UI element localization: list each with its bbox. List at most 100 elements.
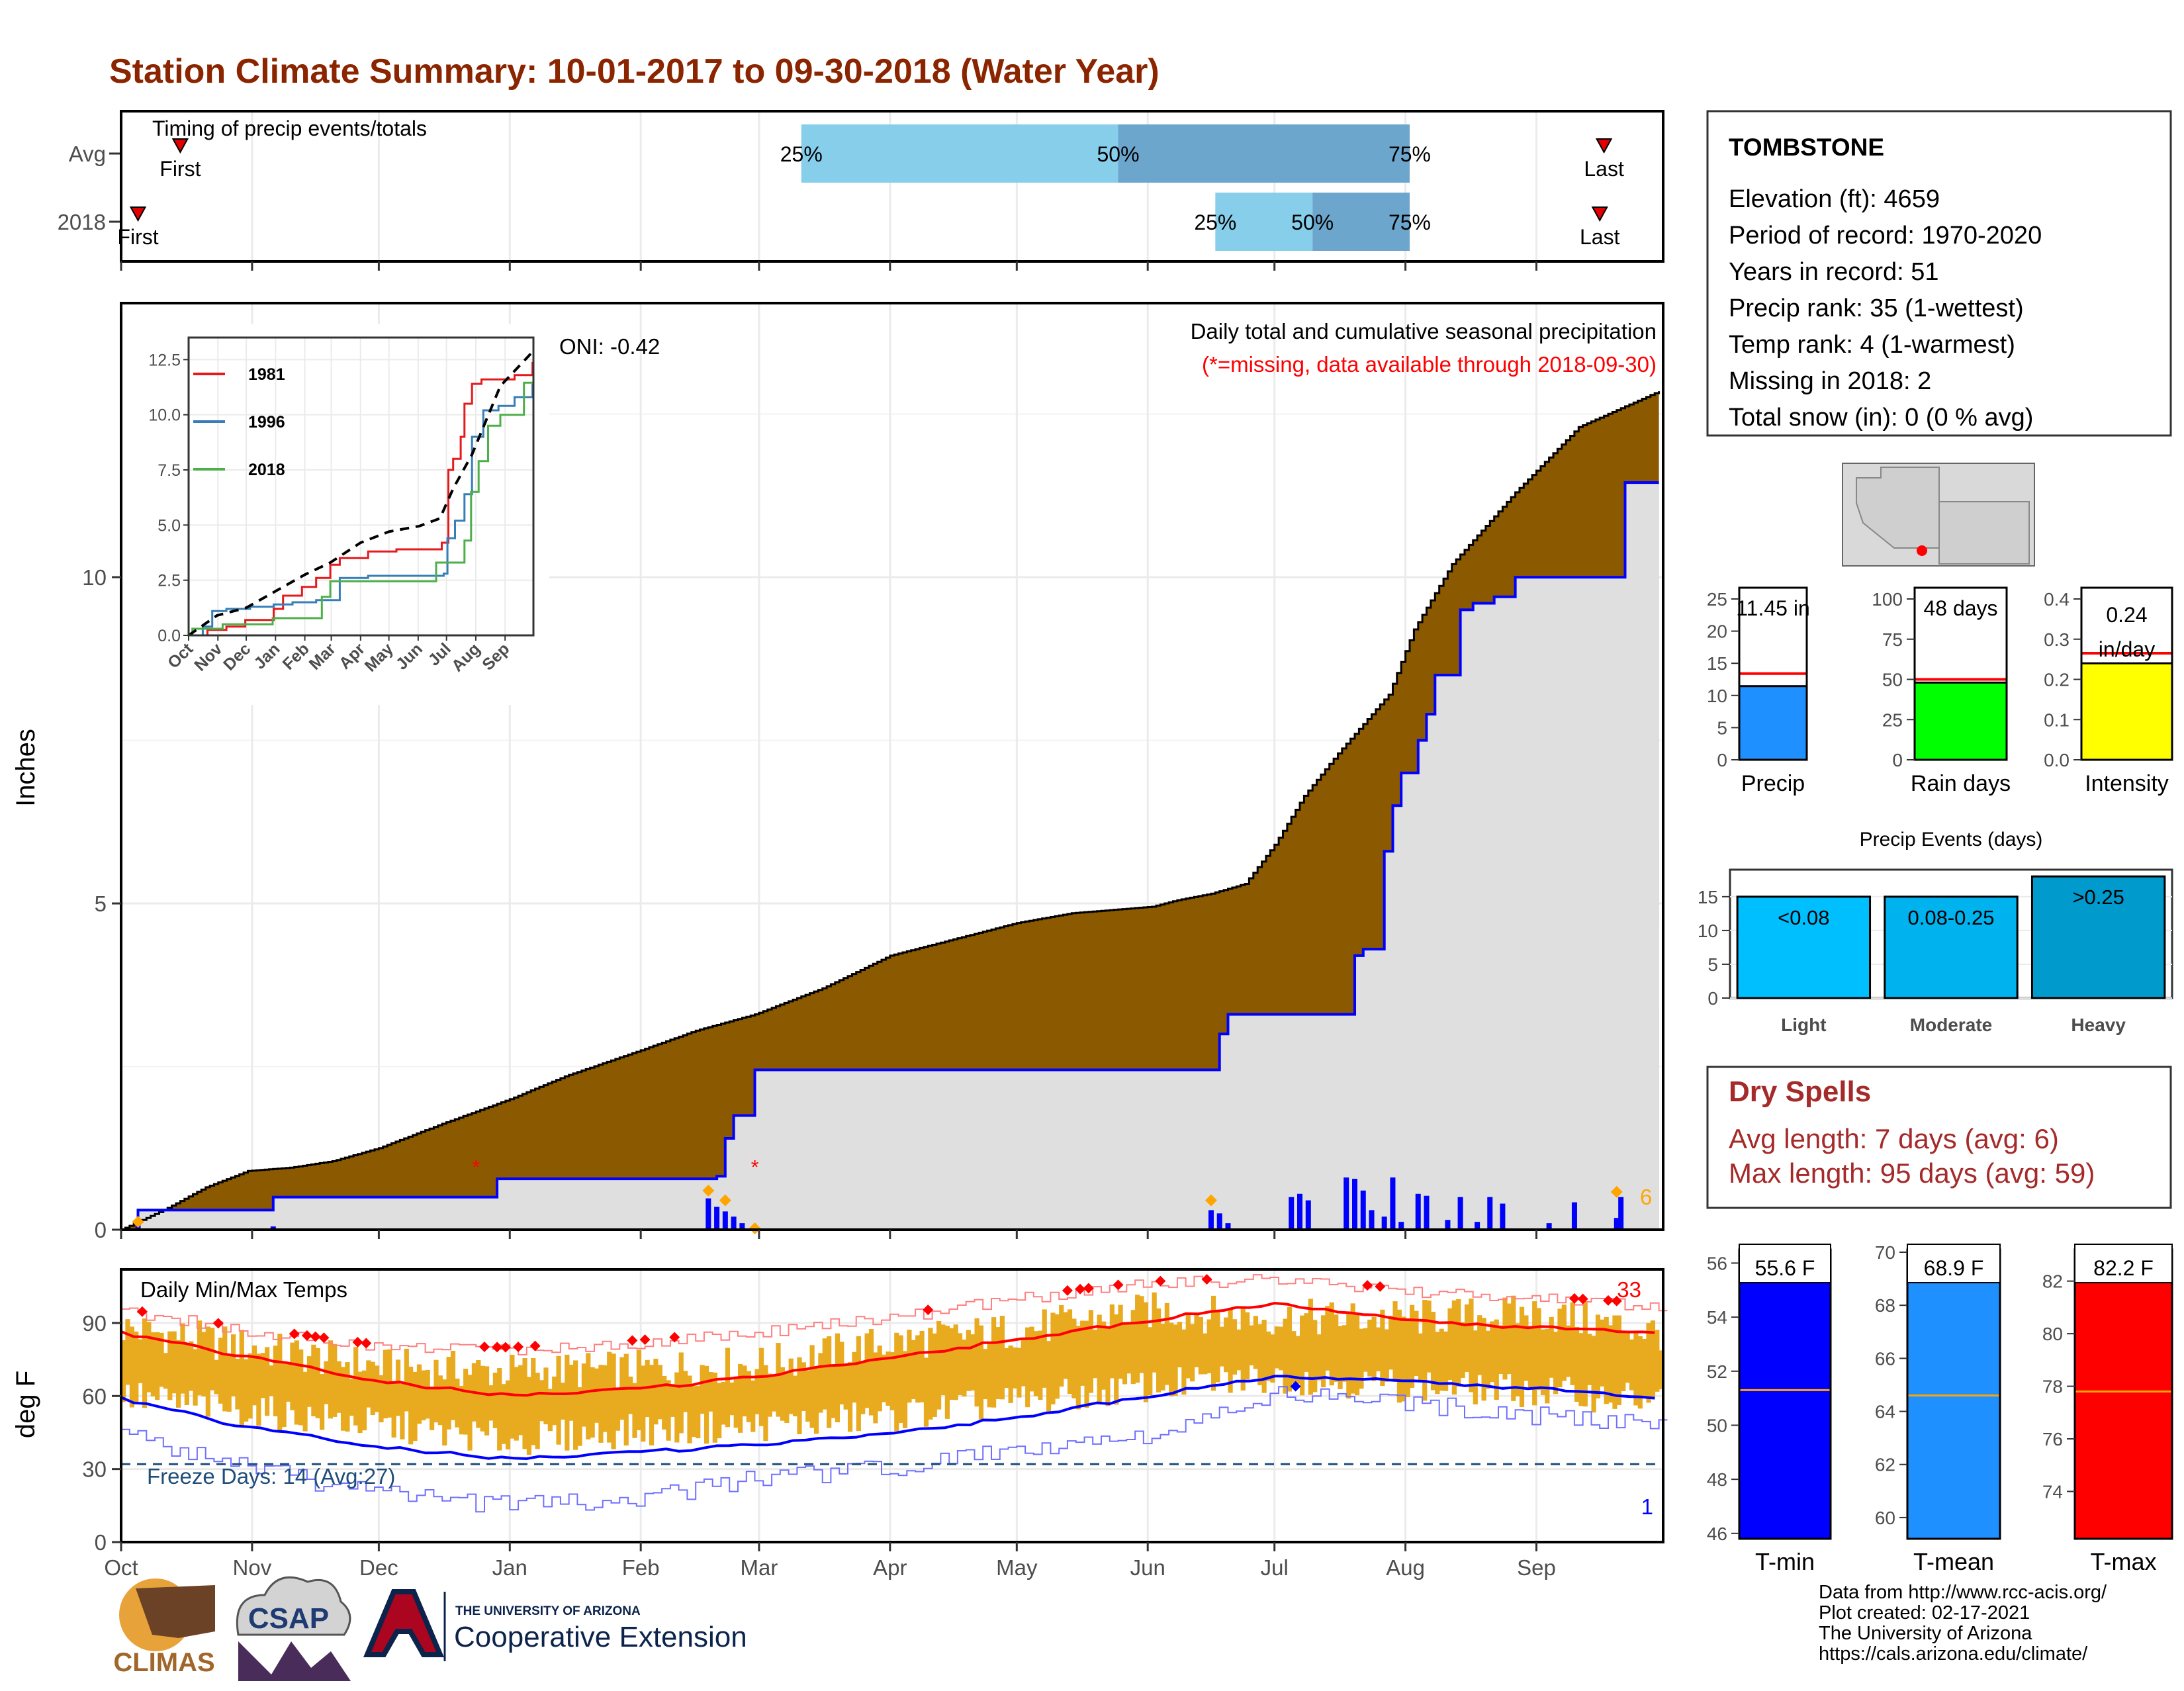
daily-temp-bar: [1198, 1317, 1203, 1375]
events-y-tick-label: 0: [1707, 988, 1718, 1009]
daily-temp-bar: [1515, 1323, 1520, 1396]
daily-temp-bar: [1604, 1316, 1609, 1404]
daily-temp-bar: [256, 1353, 261, 1426]
temps-y-tick-label: 60: [82, 1384, 107, 1408]
daily-temp-bar: [1283, 1318, 1288, 1394]
dry-spells-box: Dry Spells Avg length: 7 days (avg: 6) Max…: [1706, 1066, 2172, 1209]
daily-temp-bar: [379, 1375, 384, 1423]
daily-temp-bar: [882, 1354, 887, 1402]
daily-temp-bar: [987, 1342, 992, 1408]
temps-panel: Freeze Days: 14 (Avg:27) Daily Min/Max Te…: [11, 1268, 1668, 1580]
daily-temp-bar: [1557, 1308, 1563, 1388]
daily-temp-bar: [1460, 1322, 1465, 1378]
daily-temp-bar: [1430, 1312, 1436, 1391]
timing-q25-label: 25%: [780, 142, 823, 166]
events-bar: [2030, 875, 2166, 999]
temp-y-tick-label: 56: [1707, 1253, 1727, 1273]
cumulative-observed-line: [121, 481, 1659, 1231]
daily-temp-bar: [175, 1340, 181, 1408]
daily-temp-bar: [1067, 1309, 1073, 1394]
temps-y-label: deg F: [11, 1371, 40, 1438]
daily-temp-bar: [632, 1383, 637, 1438]
daily-temp-bar: [611, 1353, 616, 1449]
daily-temp-bar: [543, 1367, 549, 1425]
record-high-marker: [318, 1332, 330, 1344]
stat-y-tick-label: 20: [1707, 621, 1727, 642]
daily-temp-bar: [792, 1375, 798, 1416]
daily-temp-bar: [1549, 1316, 1554, 1378]
daily-temp-bar: [336, 1361, 341, 1413]
daily-temp-bar: [251, 1345, 257, 1406]
stat-value-label: 0.24: [2106, 603, 2147, 627]
temps-month-label: Jul: [1261, 1555, 1289, 1580]
daily-temp-bar: [463, 1369, 469, 1435]
daily-temp-bar: [1447, 1308, 1453, 1380]
record-high-marker: [1577, 1293, 1588, 1304]
daily-precip-bar: [1305, 1200, 1311, 1230]
daily-temp-bar: [522, 1358, 527, 1449]
timing-panel: Timing of precip events/totals Avg 25% 50% 7…: [58, 110, 1664, 271]
daily-temp-bar: [1152, 1292, 1157, 1373]
daily-temp-bar: [1004, 1348, 1009, 1389]
daily-temp-bar: [1329, 1302, 1334, 1386]
daily-temp-bar: [1473, 1330, 1478, 1404]
daily-temp-bar: [1080, 1320, 1085, 1386]
stat-bar-name: Intensity: [2085, 771, 2169, 796]
daily-temp-bar: [1265, 1331, 1271, 1381]
daily-temp-bar: [1194, 1314, 1199, 1367]
daily-temp-bar: [361, 1370, 367, 1431]
daily-temp-bar: [590, 1367, 595, 1438]
daily-temp-bar: [1396, 1309, 1402, 1403]
daily-temp-bar: [1414, 1310, 1419, 1376]
daily-temp-bar: [1177, 1322, 1183, 1367]
temp-y-tick-label: 68: [1875, 1295, 1895, 1316]
daily-temp-bar: [150, 1332, 156, 1396]
daily-temp-bar: [657, 1365, 662, 1420]
daily-temp-bar: [1519, 1306, 1525, 1408]
record-high-marker: [492, 1342, 503, 1353]
daily-temp-bar: [805, 1370, 811, 1422]
temps-y-tick-label: 30: [82, 1457, 107, 1482]
temp-value-label: 82.2 F: [2093, 1256, 2154, 1280]
record-min-line: [121, 1386, 1668, 1513]
daily-temp-bar: [577, 1387, 582, 1446]
timing-first-label: First: [159, 157, 201, 181]
daily-temp-bar: [1405, 1320, 1410, 1397]
daily-temp-bar: [218, 1338, 224, 1404]
daily-temp-bar: [1392, 1301, 1398, 1382]
daily-temp-bar: [708, 1372, 713, 1412]
stat-bar-1: [1913, 681, 2008, 761]
daily-temp-bar: [889, 1352, 895, 1410]
temp-y-tick-label: 48: [1707, 1469, 1727, 1490]
daily-temp-bar: [1156, 1308, 1161, 1393]
daily-temp-bar: [1595, 1314, 1601, 1398]
daily-temp-bar: [683, 1371, 688, 1412]
daily-temp-bar: [332, 1344, 338, 1417]
daily-temp-bar: [907, 1330, 912, 1403]
daily-temp-bar: [936, 1321, 942, 1410]
daily-temp-bar: [480, 1365, 485, 1432]
daily-temp-bar: [1033, 1331, 1039, 1396]
event-marker: [1205, 1194, 1217, 1207]
daily-temp-bar: [1506, 1303, 1512, 1375]
stat-y-tick-label: 10: [1707, 686, 1727, 706]
daily-temp-bar: [944, 1326, 950, 1419]
daily-temp-bar: [1063, 1312, 1068, 1379]
daily-temp-bar: [1608, 1325, 1614, 1403]
record-high-marker: [923, 1304, 934, 1316]
daily-temp-bar: [210, 1328, 215, 1391]
daily-temp-bar: [1325, 1306, 1330, 1371]
daily-temp-bar: [1042, 1309, 1047, 1388]
daily-temp-bar: [1122, 1324, 1128, 1385]
temps-month-label: Dec: [359, 1555, 398, 1580]
daily-temp-bar: [662, 1375, 667, 1430]
record-high-marker: [1569, 1293, 1580, 1304]
daily-temp-bar: [995, 1327, 1001, 1400]
daily-temp-bar: [1490, 1321, 1495, 1383]
inset-legend-label: 2018: [248, 461, 285, 479]
daily-temp-bar: [915, 1335, 921, 1403]
daily-temp-bar: [1017, 1348, 1022, 1398]
freeze-days-label: Freeze Days: 14 (Avg:27): [147, 1464, 395, 1488]
daily-temp-bar: [696, 1385, 701, 1439]
daily-temp-bar: [573, 1360, 578, 1450]
